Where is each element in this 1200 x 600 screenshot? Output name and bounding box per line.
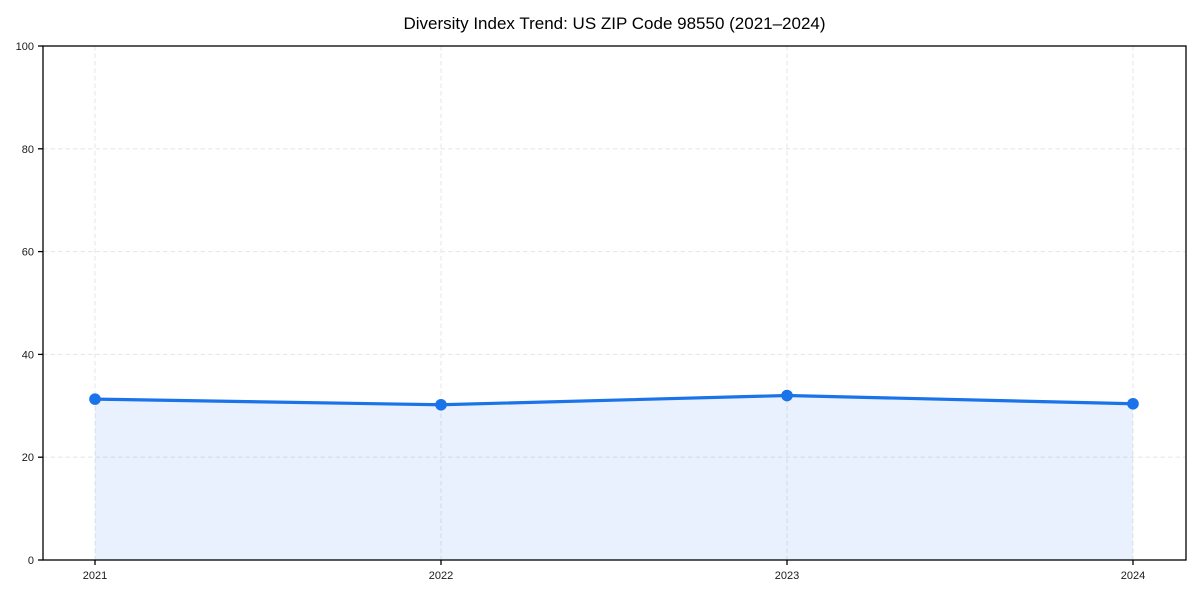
area-fill bbox=[95, 395, 1133, 560]
y-tick-label: 100 bbox=[16, 41, 34, 53]
data-point bbox=[89, 393, 101, 405]
x-tick-label: 2023 bbox=[775, 570, 799, 582]
data-point bbox=[781, 389, 793, 402]
plot-spines bbox=[42, 45, 1187, 561]
y-tick-label: 80 bbox=[22, 144, 34, 156]
y-tick-label: 40 bbox=[22, 349, 34, 361]
data-point bbox=[435, 398, 447, 411]
x-tick-label: 2022 bbox=[429, 570, 453, 582]
x-tick-label: 2024 bbox=[1121, 570, 1145, 582]
y-tick-label: 20 bbox=[22, 452, 34, 464]
chart-title: Diversity Index Trend: US ZIP Code 98550… bbox=[403, 14, 826, 33]
y-tick-label: 0 bbox=[28, 555, 34, 567]
trend-line bbox=[93, 393, 1135, 407]
data-point bbox=[1127, 397, 1139, 410]
x-tick-label: 2021 bbox=[83, 570, 107, 582]
y-tick-label: 60 bbox=[22, 247, 34, 259]
